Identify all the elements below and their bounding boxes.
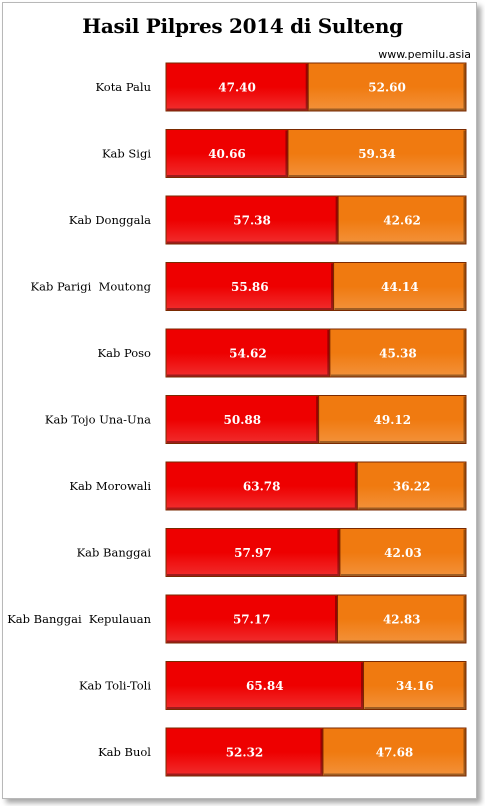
bar-kab-toli-toli-series-2 bbox=[363, 661, 467, 710]
value-label-kab-donggala-series-2: 42.62 bbox=[383, 214, 421, 228]
bar-bevel-kab-tojo-una-una-series-2 bbox=[319, 396, 466, 443]
bar-kab-parigi-moutong-series-1 bbox=[165, 262, 335, 311]
bar-kab-poso-series-2 bbox=[329, 328, 467, 378]
category-label-kab-toli-toli: Kab Toli-Toli bbox=[79, 679, 151, 693]
bar-bevel-kab-banggai-kepulauan-series-2 bbox=[338, 596, 466, 643]
value-label-kab-parigi-moutong-series-1: 55.86 bbox=[231, 280, 269, 294]
value-label-kab-banggai-kepulauan-series-1: 57.17 bbox=[233, 613, 271, 627]
value-label-kab-morowali-series-2: 36.22 bbox=[393, 480, 431, 494]
category-label-kota-palu: Kota Palu bbox=[95, 80, 151, 94]
bar-kota-palu-series-2 bbox=[307, 62, 467, 112]
category-label-kab-buol: Kab Buol bbox=[98, 745, 151, 759]
value-label-kab-tojo-una-una-series-2: 49.12 bbox=[374, 413, 412, 427]
bar-bevel-kab-sigi-series-1 bbox=[167, 130, 288, 177]
category-label-kab-banggai-kepulauan: Kab Banggai Kepulauan bbox=[7, 612, 151, 626]
bar-kab-sigi-series-2 bbox=[287, 129, 467, 178]
category-label-kab-banggai: Kab Banggai bbox=[77, 546, 152, 560]
bar-bevel-kab-buol-series-1 bbox=[167, 729, 323, 776]
bar-kab-banggai-series-1 bbox=[165, 528, 341, 577]
value-label-kab-banggai-kepulauan-series-2: 42.83 bbox=[383, 613, 421, 627]
value-label-kab-tojo-una-una-series-1: 50.88 bbox=[224, 413, 262, 427]
value-label-kab-poso-series-2: 45.38 bbox=[379, 347, 417, 361]
value-label-kab-morowali-series-1: 63.78 bbox=[243, 480, 281, 494]
bar-bevel-kab-parigi-moutong-series-1 bbox=[167, 263, 334, 310]
bar-bevel-kab-poso-series-2 bbox=[330, 330, 466, 377]
bar-bevel-kab-morowali-series-1 bbox=[167, 463, 357, 510]
bar-bevel-kab-banggai-series-1 bbox=[167, 529, 340, 576]
bar-bevel-kab-banggai-series-2 bbox=[340, 529, 466, 576]
value-label-kab-buol-series-1: 52.32 bbox=[226, 746, 264, 760]
bar-bevel-kab-toli-toli-series-1 bbox=[167, 662, 364, 709]
chart-title: Hasil Pilpres 2014 di Sulteng bbox=[82, 14, 403, 38]
bar-kab-morowali-series-1 bbox=[165, 461, 358, 511]
category-label-kab-sigi: Kab Sigi bbox=[102, 147, 151, 161]
value-label-kab-sigi-series-2: 59.34 bbox=[358, 147, 396, 161]
category-label-kab-morowali: Kab Morowali bbox=[69, 479, 151, 493]
bar-kab-banggai-kepulauan-series-2 bbox=[337, 594, 467, 644]
bar-bevel-kab-donggala-series-2 bbox=[339, 197, 466, 244]
value-label-kab-donggala-series-1: 57.38 bbox=[233, 214, 271, 228]
value-label-kab-banggai-series-1: 57.97 bbox=[234, 546, 272, 560]
bar-bevel-kab-tojo-una-una-series-1 bbox=[167, 396, 319, 443]
bar-kab-banggai-series-2 bbox=[339, 528, 467, 577]
value-label-kab-buol-series-2: 47.68 bbox=[376, 746, 414, 760]
bar-bevel-kab-toli-toli-series-2 bbox=[364, 662, 466, 709]
category-label-kab-poso: Kab Poso bbox=[98, 346, 152, 360]
bar-bevel-kab-parigi-moutong-series-2 bbox=[334, 263, 466, 310]
value-label-kab-banggai-series-2: 42.03 bbox=[384, 546, 422, 560]
bar-bevel-kab-sigi-series-2 bbox=[288, 130, 466, 177]
bar-kab-parigi-moutong-series-2 bbox=[333, 262, 467, 311]
bar-kab-buol-series-2 bbox=[322, 727, 467, 777]
category-label-kab-donggala: Kab Donggala bbox=[69, 213, 151, 227]
bar-bevel-kab-donggala-series-1 bbox=[167, 197, 338, 244]
source-label: www.pemilu.asia bbox=[378, 48, 471, 61]
bar-kab-donggala-series-2 bbox=[337, 195, 467, 245]
bar-kab-banggai-kepulauan-series-1 bbox=[165, 594, 339, 644]
value-label-kab-parigi-moutong-series-2: 44.14 bbox=[381, 280, 419, 294]
value-label-kota-palu-series-2: 52.60 bbox=[368, 81, 406, 95]
category-label-kab-tojo-una-una: Kab Tojo Una-Una bbox=[45, 413, 151, 427]
bar-bevel-kab-poso-series-1 bbox=[167, 330, 330, 377]
value-label-kab-toli-toli-series-1: 65.84 bbox=[246, 679, 284, 693]
bar-bevel-kab-banggai-kepulauan-series-1 bbox=[167, 596, 338, 643]
bar-kab-poso-series-1 bbox=[165, 328, 331, 378]
bar-bevel-kab-buol-series-2 bbox=[323, 729, 466, 776]
value-label-kota-palu-series-1: 47.40 bbox=[218, 81, 256, 95]
bar-kab-tojo-una-una-series-2 bbox=[318, 395, 467, 444]
bar-kab-morowali-series-2 bbox=[356, 461, 467, 511]
bar-bevel-kota-palu-series-2 bbox=[309, 64, 466, 111]
bar-kab-tojo-una-una-series-1 bbox=[165, 395, 320, 444]
category-label-kab-parigi-moutong: Kab Parigi Moutong bbox=[31, 280, 152, 294]
bar-kab-donggala-series-1 bbox=[165, 195, 339, 245]
bar-bevel-kab-morowali-series-2 bbox=[358, 463, 466, 510]
value-label-kab-toli-toli-series-2: 34.16 bbox=[396, 679, 434, 693]
value-label-kab-sigi-series-1: 40.66 bbox=[208, 147, 246, 161]
value-label-kab-poso-series-1: 54.62 bbox=[229, 347, 267, 361]
bar-bevel-kota-palu-series-1 bbox=[167, 64, 308, 111]
bar-kab-toli-toli-series-1 bbox=[165, 661, 365, 710]
